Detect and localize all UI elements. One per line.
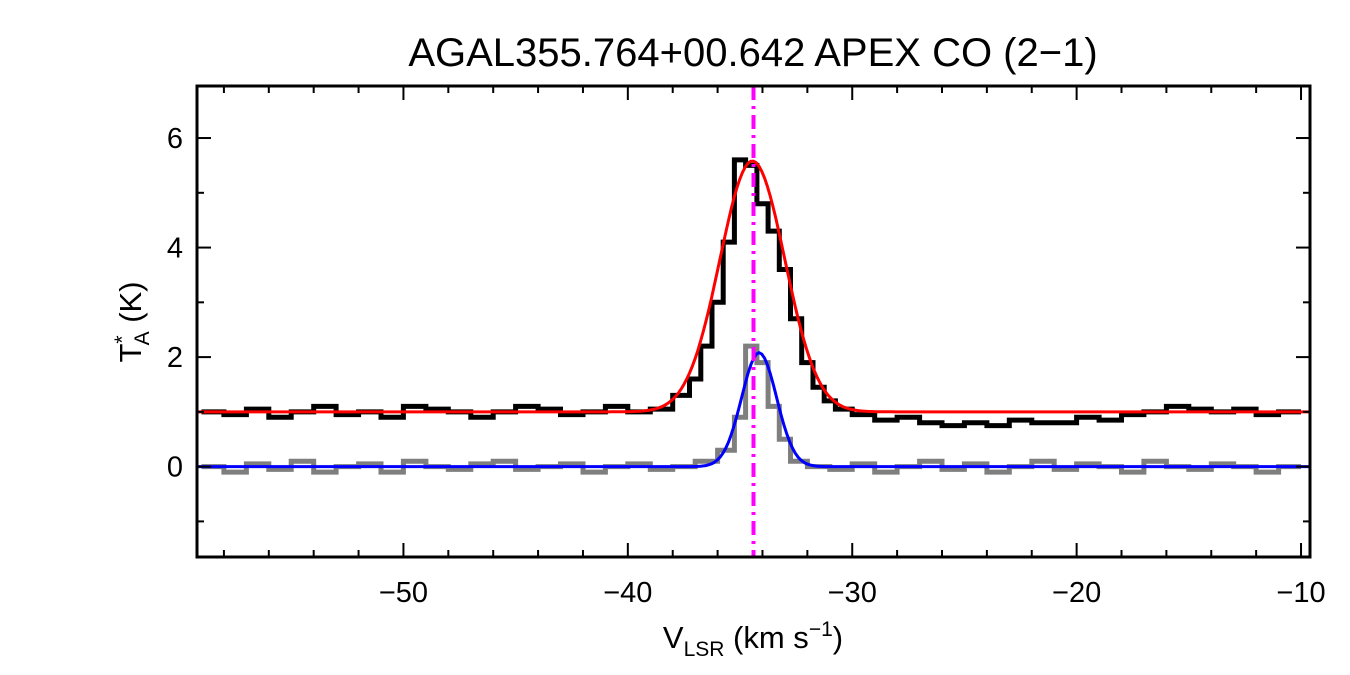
axis-ticks: −50 −40 −30 −20 −10 0 2 4 6 — [167, 86, 1326, 609]
x-axis-label: VLSR (km s−1) — [663, 618, 843, 661]
plot-frame — [195, 84, 1312, 559]
x-tick-label: −10 — [1276, 577, 1325, 609]
y-axis-label-subscript: A — [131, 331, 154, 345]
x-axis-label-superscript: −1 — [809, 618, 833, 641]
x-axis-label-units: (km s — [724, 620, 808, 655]
x-axis-label-main: V — [663, 620, 684, 655]
y-tick-label: 2 — [167, 342, 183, 374]
y-axis-label-main: T — [113, 344, 148, 363]
data-layer — [197, 86, 1310, 557]
x-axis-label-subscript: LSR — [684, 638, 725, 661]
x-axis-label-close: ) — [833, 620, 843, 655]
x-tick-label: −50 — [379, 577, 428, 609]
y-axis-label: T*A (K) — [111, 281, 154, 362]
y-tick-label: 4 — [167, 233, 183, 265]
x-tick-label: −30 — [828, 577, 877, 609]
red-gaussian-fit-line — [197, 159, 1310, 414]
y-axis-label-superscript: * — [111, 335, 134, 343]
x-tick-label: −40 — [603, 577, 652, 609]
black-spectrum-line — [201, 157, 1301, 429]
y-axis-label-units: (K) — [113, 281, 148, 331]
y-tick-label: 6 — [167, 123, 183, 155]
chart-title: AGAL355.764+00.642 APEX CO (2−1) — [408, 31, 1097, 75]
y-tick-label: 0 — [167, 452, 183, 484]
x-tick-label: −20 — [1052, 577, 1101, 609]
series-group — [197, 86, 1310, 557]
